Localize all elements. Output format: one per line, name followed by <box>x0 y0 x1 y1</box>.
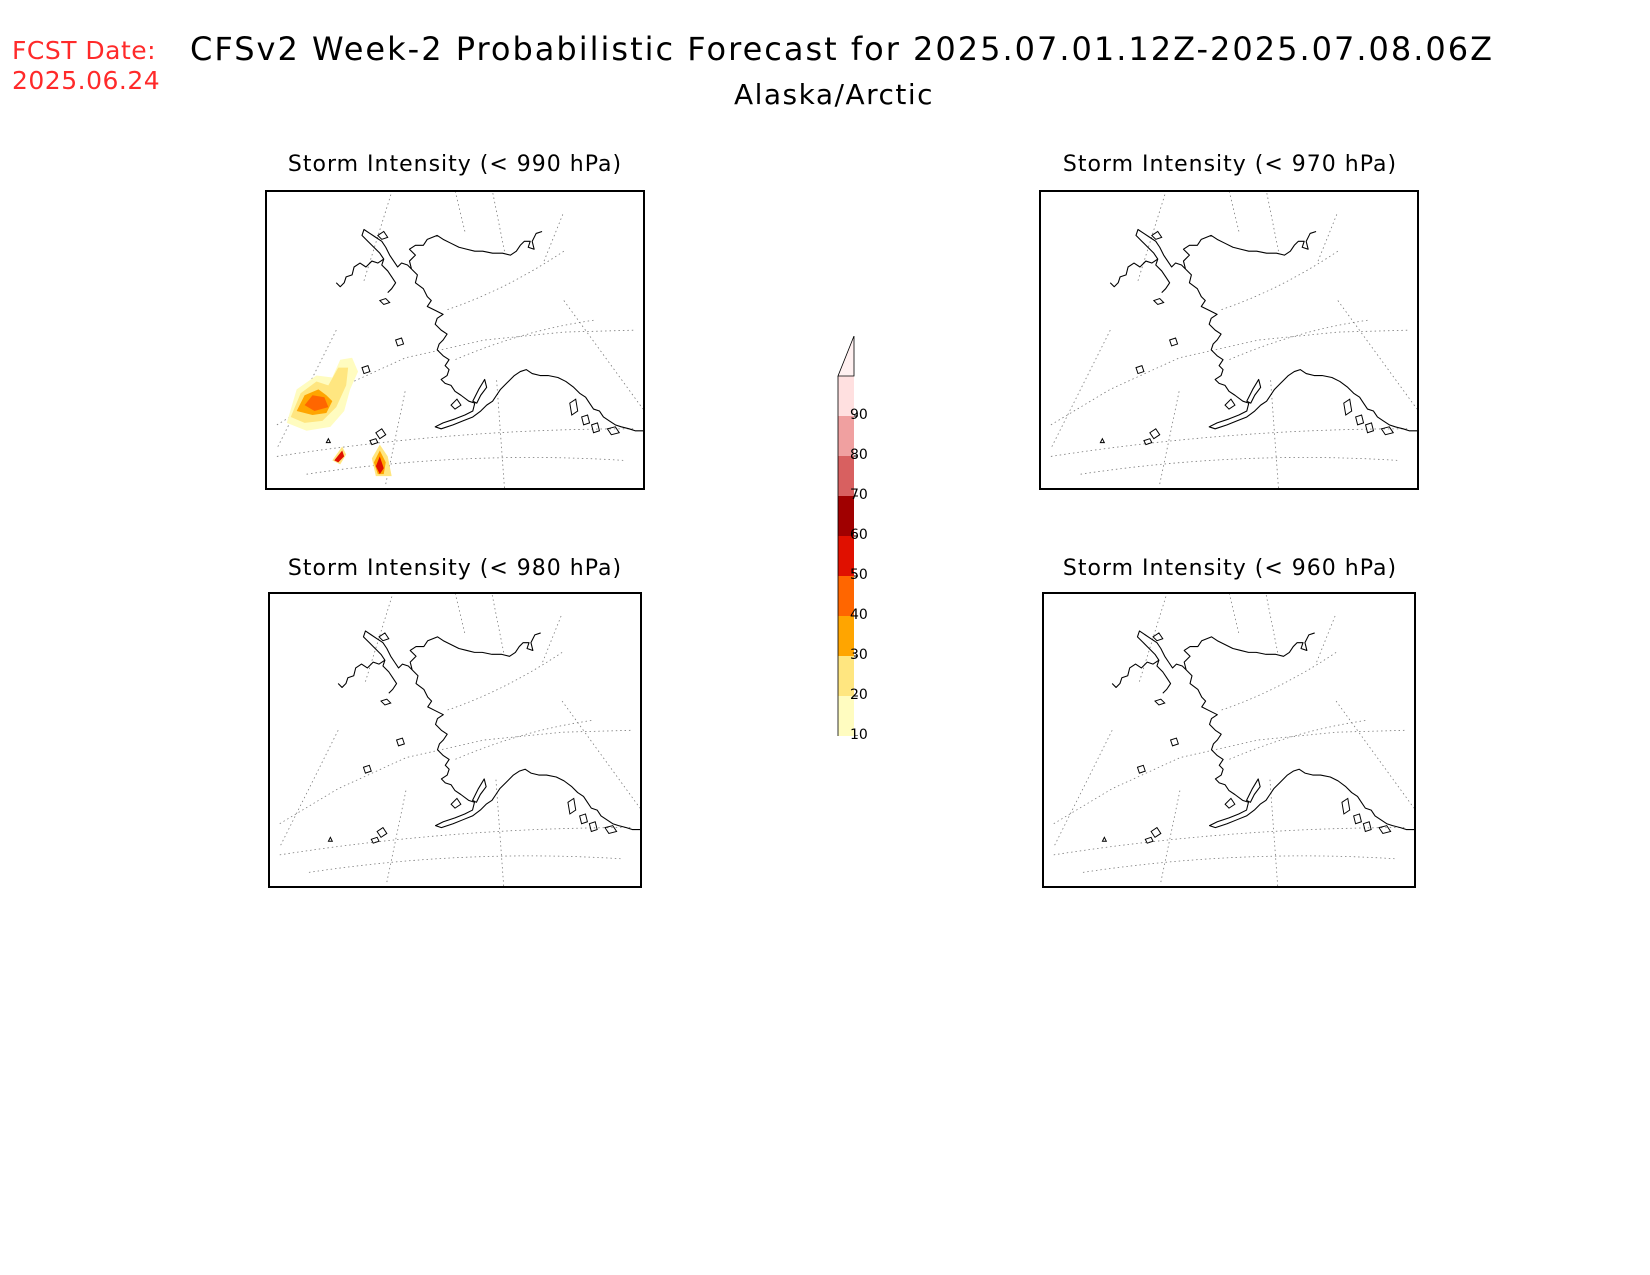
forecast-date-value: 2025.06.24 <box>12 66 161 95</box>
colorbar-swatch-60 <box>838 496 854 536</box>
colorbar-label-10: 10 <box>850 727 868 743</box>
graticule <box>279 594 640 886</box>
map-svg <box>279 594 640 886</box>
colorbar-swatch-40 <box>838 576 854 616</box>
alaska-coastline <box>1101 630 1414 844</box>
colorbar-swatch-20 <box>838 656 854 696</box>
panel-title-980: Storm Intensity (< 980 hPa) <box>287 556 623 581</box>
colorbar-label-50: 50 <box>850 567 868 583</box>
map-svg <box>276 192 643 488</box>
panel-title-990: Storm Intensity (< 990 hPa) <box>287 152 623 177</box>
map-svg <box>1053 594 1414 886</box>
colorbar-label-40: 40 <box>850 607 868 623</box>
region-title: Alaska/Arctic <box>733 78 935 111</box>
map-panel-990 <box>265 190 645 490</box>
colorbar-swatch-70 <box>838 456 854 496</box>
map-panel-970 <box>1039 190 1419 490</box>
colorbar-label-90: 90 <box>850 407 868 423</box>
map-svg <box>1050 192 1417 488</box>
map-panel-980 <box>268 592 642 888</box>
colorbar-label-80: 80 <box>850 447 868 463</box>
colorbar-swatch-50 <box>838 536 854 576</box>
colorbar-label-60: 60 <box>850 527 868 543</box>
graticule <box>276 192 643 488</box>
forecast-date-label: FCST Date: <box>12 36 157 65</box>
colorbar-label-30: 30 <box>850 647 868 663</box>
colorbar-label-20: 20 <box>850 687 868 703</box>
colorbar-swatch-80 <box>838 416 854 456</box>
graticule <box>1053 594 1414 886</box>
alaska-coastline <box>325 228 643 446</box>
panel-title-960: Storm Intensity (< 960 hPa) <box>1062 556 1398 581</box>
colorbar-swatch-90 <box>838 376 854 416</box>
colorbar-label-70: 70 <box>850 487 868 503</box>
panel-title-970: Storm Intensity (< 970 hPa) <box>1062 152 1398 177</box>
forecast-date-block: FCST Date: 2025.06.24 <box>12 36 160 96</box>
main-title: CFSv2 Week-2 Probabilistic Forecast for … <box>190 30 1495 68</box>
alaska-coastline <box>327 630 640 844</box>
colorbar <box>837 336 858 736</box>
colorbar-swatch-30 <box>838 616 854 656</box>
map-panel-960 <box>1042 592 1416 888</box>
colorbar-swatch-10 <box>838 696 854 736</box>
alaska-coastline <box>1099 228 1417 446</box>
probability-shading <box>286 357 392 477</box>
graticule <box>1050 192 1417 488</box>
